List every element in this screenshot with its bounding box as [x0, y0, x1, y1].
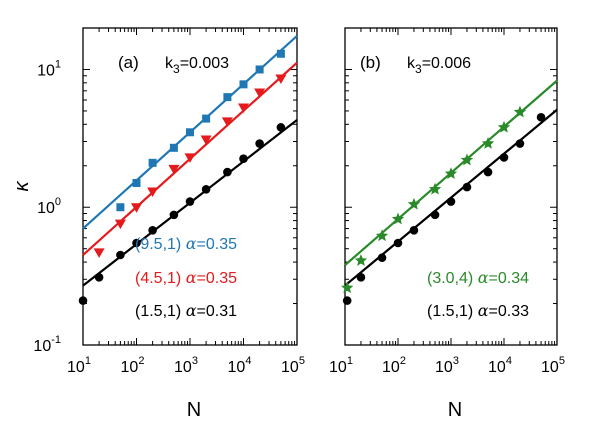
- x-tick-label: 104: [228, 355, 252, 376]
- x-tick-label: 105: [541, 355, 565, 376]
- data-point: [93, 248, 105, 258]
- data-point: [483, 167, 493, 177]
- data-point: [169, 143, 178, 152]
- data-point: [168, 164, 180, 175]
- data-point: [341, 281, 354, 294]
- data-point: [238, 103, 249, 113]
- data-point: [342, 296, 352, 305]
- x-tick-label: 103: [435, 355, 459, 376]
- data-point: [186, 128, 194, 137]
- data-point: [223, 93, 232, 102]
- chart-title: k3=0.003: [165, 55, 229, 76]
- data-point: [356, 273, 366, 282]
- data-point: [255, 65, 264, 74]
- data-point: [275, 74, 287, 84]
- data-point: [223, 167, 232, 177]
- series-markers: [342, 112, 546, 305]
- data-point: [148, 226, 157, 235]
- panel-a: 101 102 103 104 105 N 101 100 10-1 κ (a) k3=0.003 (9…: [11, 27, 305, 421]
- data-point: [132, 238, 141, 248]
- x-axis-ticks: [82, 28, 298, 345]
- data-point: [114, 219, 126, 230]
- data-point: [147, 187, 159, 198]
- x-axis-label: N: [187, 399, 201, 421]
- data-point: [391, 212, 405, 225]
- panel-label: (b): [360, 53, 381, 72]
- data-point: [184, 153, 196, 163]
- chart-title: k3=0.006: [407, 55, 471, 76]
- legend-entry: (4.5,1) α=0.35: [135, 268, 237, 287]
- data-point: [221, 117, 233, 127]
- legend-entry: (1.5,1) α=0.33: [427, 301, 529, 320]
- y-tick-label: 10-1: [33, 334, 61, 355]
- x-axis-ticks: [344, 28, 558, 345]
- data-point: [185, 197, 195, 206]
- data-point: [202, 114, 211, 123]
- x-axis-label: N: [448, 399, 462, 421]
- legend-entry: (3.0,4) α=0.34: [427, 268, 529, 287]
- legend-entry: (1.5,1) α=0.31: [135, 301, 237, 320]
- data-point: [276, 123, 286, 132]
- legend-entry: (9.5,1) α=0.35: [135, 234, 237, 253]
- data-point: [460, 153, 474, 166]
- data-point: [481, 137, 495, 149]
- x-tick-label: 102: [121, 355, 145, 376]
- x-tick-label: 103: [174, 355, 198, 376]
- data-point: [536, 112, 546, 122]
- data-point: [409, 226, 419, 235]
- data-point: [116, 203, 125, 212]
- data-point: [375, 229, 389, 242]
- data-point: [78, 296, 88, 305]
- data-point: [513, 105, 527, 118]
- data-point: [276, 49, 285, 58]
- data-point: [254, 88, 266, 99]
- data-point: [169, 210, 179, 220]
- panel-label: (a): [118, 53, 139, 72]
- data-point: [462, 182, 472, 192]
- data-point: [131, 203, 142, 213]
- y-tick-label: 100: [37, 196, 61, 217]
- data-point: [377, 253, 387, 263]
- data-point: [201, 184, 211, 194]
- data-point: [497, 120, 511, 133]
- x-tick-label: 101: [67, 355, 91, 376]
- data-point: [94, 273, 104, 282]
- y-axis-label: κ: [11, 181, 33, 192]
- plot-frame: [82, 27, 298, 346]
- series-markers: [341, 105, 527, 294]
- data-point: [200, 135, 212, 146]
- data-point: [428, 182, 442, 195]
- data-point: [239, 80, 248, 89]
- data-point: [239, 154, 248, 164]
- series-markers: [116, 49, 285, 212]
- series-markers: [93, 74, 287, 258]
- x-tick-label: 104: [488, 355, 512, 376]
- data-point: [132, 178, 141, 187]
- data-point: [116, 250, 125, 260]
- data-point: [515, 139, 525, 148]
- data-point: [444, 167, 458, 180]
- y-axis-ticks: [345, 27, 557, 346]
- data-point: [354, 254, 368, 266]
- x-tick-label: 105: [281, 355, 305, 376]
- panel-b: 101 102 103 104 105 N (b) k3=0.006 (3.0,4) α=0.3…: [329, 27, 565, 421]
- data-point: [407, 197, 421, 210]
- data-point: [255, 139, 264, 148]
- plot-frame: [344, 27, 558, 346]
- y-axis-ticks: [83, 27, 297, 346]
- data-point: [499, 153, 509, 162]
- series-markers: [78, 123, 286, 305]
- x-tick-label: 102: [382, 355, 406, 376]
- x-tick-label: 101: [329, 355, 353, 376]
- y-tick-label: 101: [37, 58, 61, 79]
- data-point: [446, 197, 456, 206]
- data-point: [393, 238, 403, 248]
- data-point: [148, 158, 157, 167]
- data-point: [430, 210, 440, 220]
